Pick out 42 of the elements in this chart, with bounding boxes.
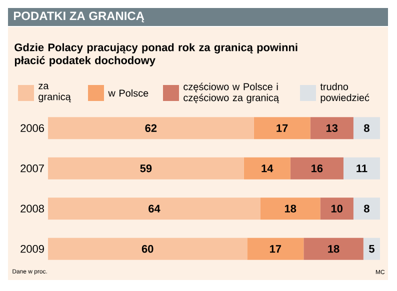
bar: [254, 117, 310, 140]
legend-label: w Polsce: [108, 89, 148, 97]
data-label: 8: [364, 204, 370, 213]
data-label: 62: [145, 124, 157, 132]
legend-label: trudno powiedzieć: [320, 82, 370, 104]
data-label: 17: [270, 245, 282, 253]
data-label: 8: [364, 124, 370, 132]
data-label: 13: [326, 124, 338, 132]
chart-subtitle: Gdzie Polacy pracujący ponad rok za granicą powinni płacić podatek dochodowy: [14, 43, 298, 66]
data-label: 64: [148, 204, 160, 213]
bar: [48, 238, 248, 260]
y-tick-label: 2009: [20, 245, 44, 253]
bar: [320, 198, 354, 220]
data-label: 17: [276, 124, 288, 132]
bar: [304, 238, 364, 260]
data-label: 16: [312, 164, 323, 172]
data-label: 11: [356, 164, 368, 172]
bar: [353, 198, 380, 220]
y-tick-label: 2008: [20, 204, 44, 213]
bar: [343, 157, 380, 180]
bar: [244, 157, 290, 180]
bar: [260, 198, 320, 220]
bar: [48, 117, 254, 140]
data-label: 18: [328, 245, 340, 253]
bar: [353, 117, 380, 140]
data-label: 18: [284, 204, 296, 213]
legend-label: za granicą: [38, 84, 71, 102]
data-label: 59: [140, 164, 152, 172]
y-tick-label: 2006: [20, 124, 44, 132]
data-label: 5: [369, 245, 374, 253]
data-label: 60: [142, 245, 154, 253]
y-tick-label: 2007: [20, 164, 44, 172]
legend-label: częściowo w Polsce i częściowo za granicą: [184, 82, 279, 104]
data-label: 14: [262, 164, 274, 172]
bar: [363, 238, 380, 260]
bar: [247, 238, 304, 260]
bar: [290, 157, 344, 180]
chart-title: PODATKI ZA GRANICĄ: [14, 12, 144, 22]
bar: [48, 157, 244, 180]
bar: [48, 198, 260, 220]
data-label: 10: [331, 204, 342, 213]
bar: [310, 117, 354, 140]
